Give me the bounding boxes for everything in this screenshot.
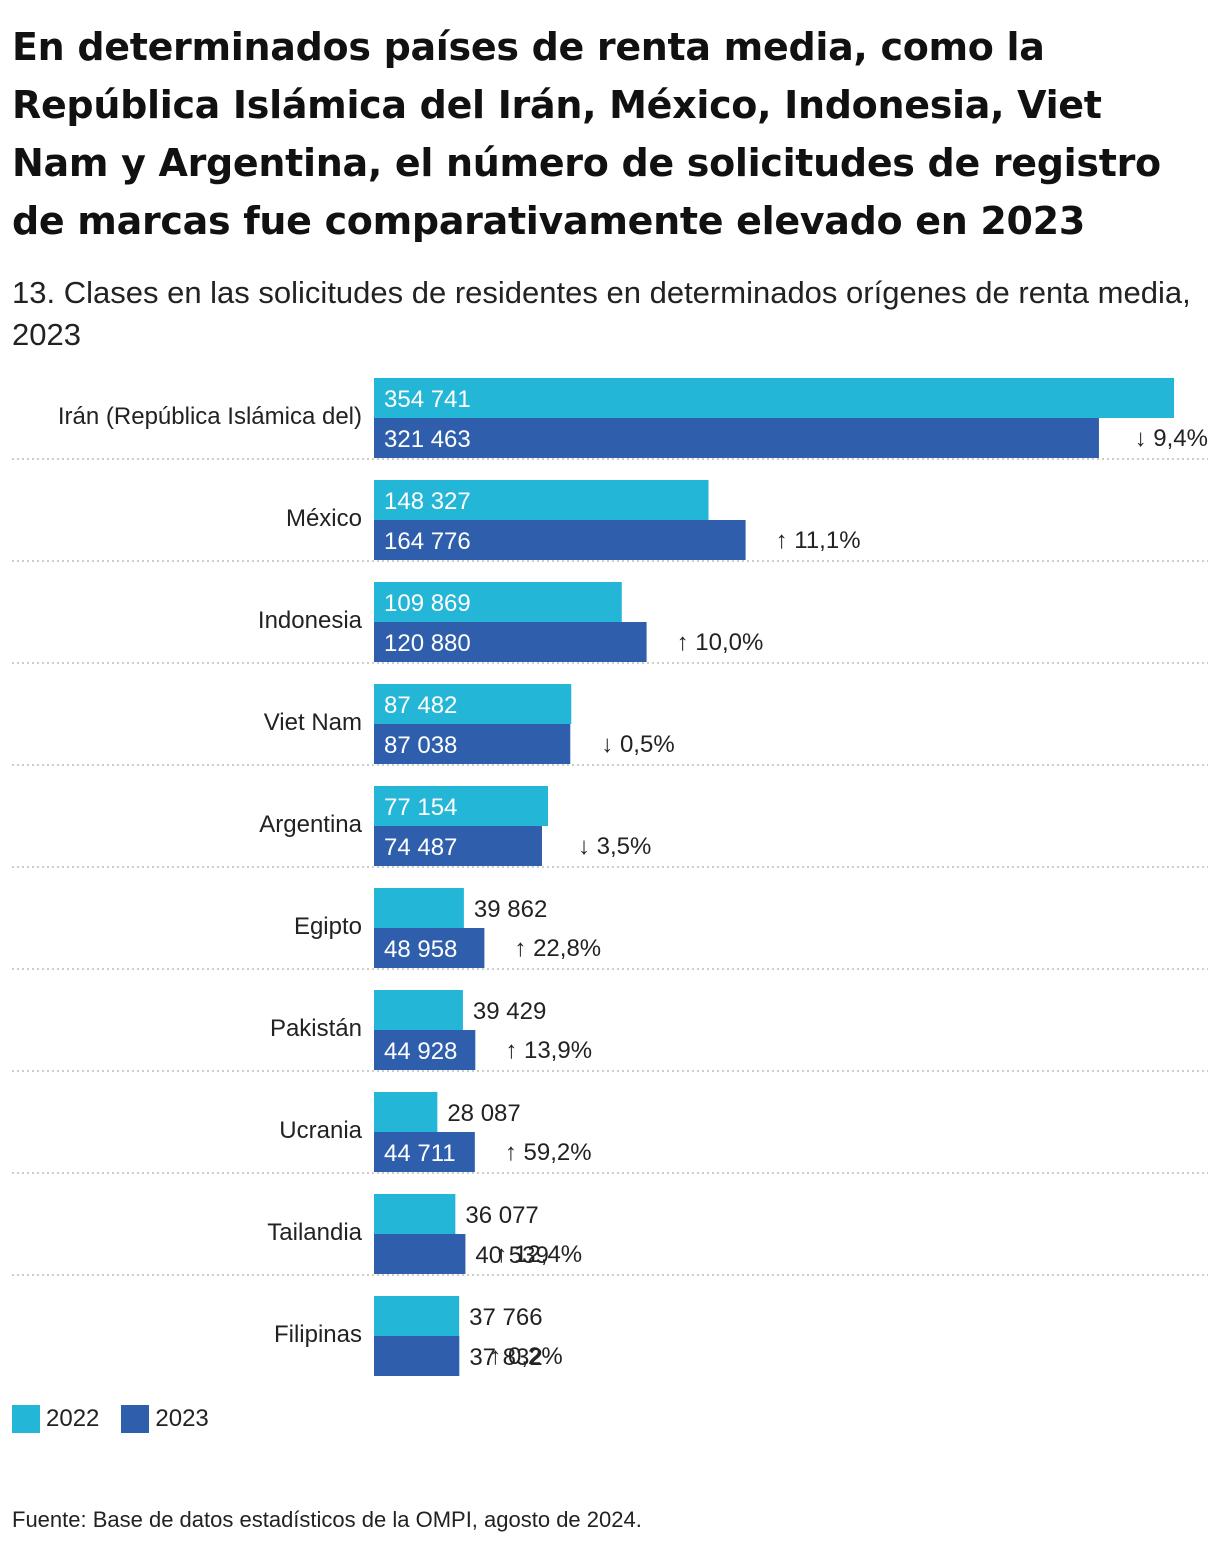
legend-item-2022[interactable]: 2022 bbox=[12, 1405, 99, 1433]
legend-item-2023[interactable]: 2023 bbox=[121, 1405, 209, 1433]
category-label: Egipto bbox=[294, 913, 362, 940]
value-label-2023: 48 958 bbox=[384, 936, 457, 963]
value-label-2022: 148 327 bbox=[384, 488, 471, 515]
change-label: ↓ 9,4% bbox=[1135, 425, 1208, 452]
value-label-2022: 39 862 bbox=[474, 896, 547, 923]
category-label: Tailandia bbox=[267, 1219, 362, 1246]
bar-2023 bbox=[374, 928, 485, 968]
value-label-2022: 87 482 bbox=[384, 692, 457, 719]
bar-2022 bbox=[374, 1194, 456, 1234]
value-label-2023: 44 928 bbox=[384, 1038, 457, 1065]
chart-subtitle: 13. Clases en las solicitudes de residen… bbox=[12, 275, 1191, 352]
value-label-2023: 37 832 bbox=[469, 1344, 542, 1371]
value-label-2022: 77 154 bbox=[384, 794, 457, 821]
bar-2022 bbox=[374, 480, 709, 520]
value-label-2022: 39 429 bbox=[473, 998, 546, 1025]
change-label: ↑ 10,0% bbox=[677, 629, 764, 656]
value-label-2023: 164 776 bbox=[384, 528, 471, 555]
change-label: ↑ 11,1% bbox=[776, 527, 861, 554]
bar-2022 bbox=[374, 582, 622, 622]
bar-2023 bbox=[374, 1234, 466, 1274]
chart-title: En determinados países de renta media, c… bbox=[12, 25, 1161, 243]
legend-label-2023: 2023 bbox=[155, 1405, 209, 1432]
bar-2022 bbox=[374, 1296, 460, 1336]
value-label-2023: 87 038 bbox=[384, 732, 457, 759]
change-label: ↑ 13,9% bbox=[505, 1037, 592, 1064]
value-label-2023: 74 487 bbox=[384, 834, 457, 861]
change-label: ↑ 0,2% bbox=[489, 1343, 562, 1370]
value-label-2022: 354 741 bbox=[384, 386, 471, 413]
value-label-2023: 321 463 bbox=[384, 426, 471, 453]
bar-2023 bbox=[374, 418, 1099, 458]
category-label: Ucrania bbox=[279, 1117, 362, 1144]
category-label: Irán (República Islámica del) bbox=[58, 403, 362, 430]
source-note: Fuente: Base de datos estadísticos de la… bbox=[12, 1507, 642, 1532]
bar-2023 bbox=[374, 724, 571, 764]
bar-2022 bbox=[374, 786, 548, 826]
bar-2022 bbox=[374, 378, 1174, 418]
bar-2022 bbox=[374, 888, 464, 928]
category-label: Pakistán bbox=[270, 1015, 362, 1042]
bar-2022 bbox=[374, 684, 572, 724]
value-label-2023: 40 539 bbox=[475, 1242, 548, 1269]
bar-chart: Irán (República Islámica del) 354 741 321 … bbox=[12, 378, 1208, 1376]
legend-swatch-2022 bbox=[12, 1405, 40, 1433]
bar-2023 bbox=[374, 1336, 460, 1376]
change-label: ↑ 12,4% bbox=[495, 1241, 582, 1268]
value-label-2022: 28 087 bbox=[447, 1100, 520, 1127]
bar-2022 bbox=[374, 1092, 438, 1132]
change-label: ↑ 22,8% bbox=[514, 935, 601, 962]
change-label: ↓ 0,5% bbox=[601, 731, 674, 758]
bar-2023 bbox=[374, 622, 647, 662]
category-label: Filipinas bbox=[274, 1321, 362, 1348]
value-label-2022: 109 869 bbox=[384, 590, 471, 617]
value-label-2023: 120 880 bbox=[384, 630, 471, 657]
bar-2023 bbox=[374, 826, 542, 866]
bar-2022 bbox=[374, 990, 463, 1030]
category-label: Indonesia bbox=[258, 607, 363, 634]
legend-swatch-2023 bbox=[121, 1405, 150, 1433]
value-label-2022: 36 077 bbox=[465, 1202, 538, 1229]
category-label: México bbox=[286, 505, 362, 532]
category-label: Viet Nam bbox=[264, 709, 362, 736]
bar-2023 bbox=[374, 520, 746, 560]
value-label-2023: 44 711 bbox=[384, 1140, 456, 1167]
category-label: Argentina bbox=[259, 811, 362, 838]
change-label: ↑ 59,2% bbox=[505, 1139, 592, 1166]
bar-2023 bbox=[374, 1030, 476, 1070]
value-label-2022: 37 766 bbox=[469, 1304, 542, 1331]
legend-label-2022: 2022 bbox=[46, 1405, 100, 1432]
bar-2023 bbox=[374, 1132, 475, 1172]
change-label: ↓ 3,5% bbox=[578, 833, 651, 860]
chart-legend: 2022 2023 bbox=[12, 1405, 231, 1433]
